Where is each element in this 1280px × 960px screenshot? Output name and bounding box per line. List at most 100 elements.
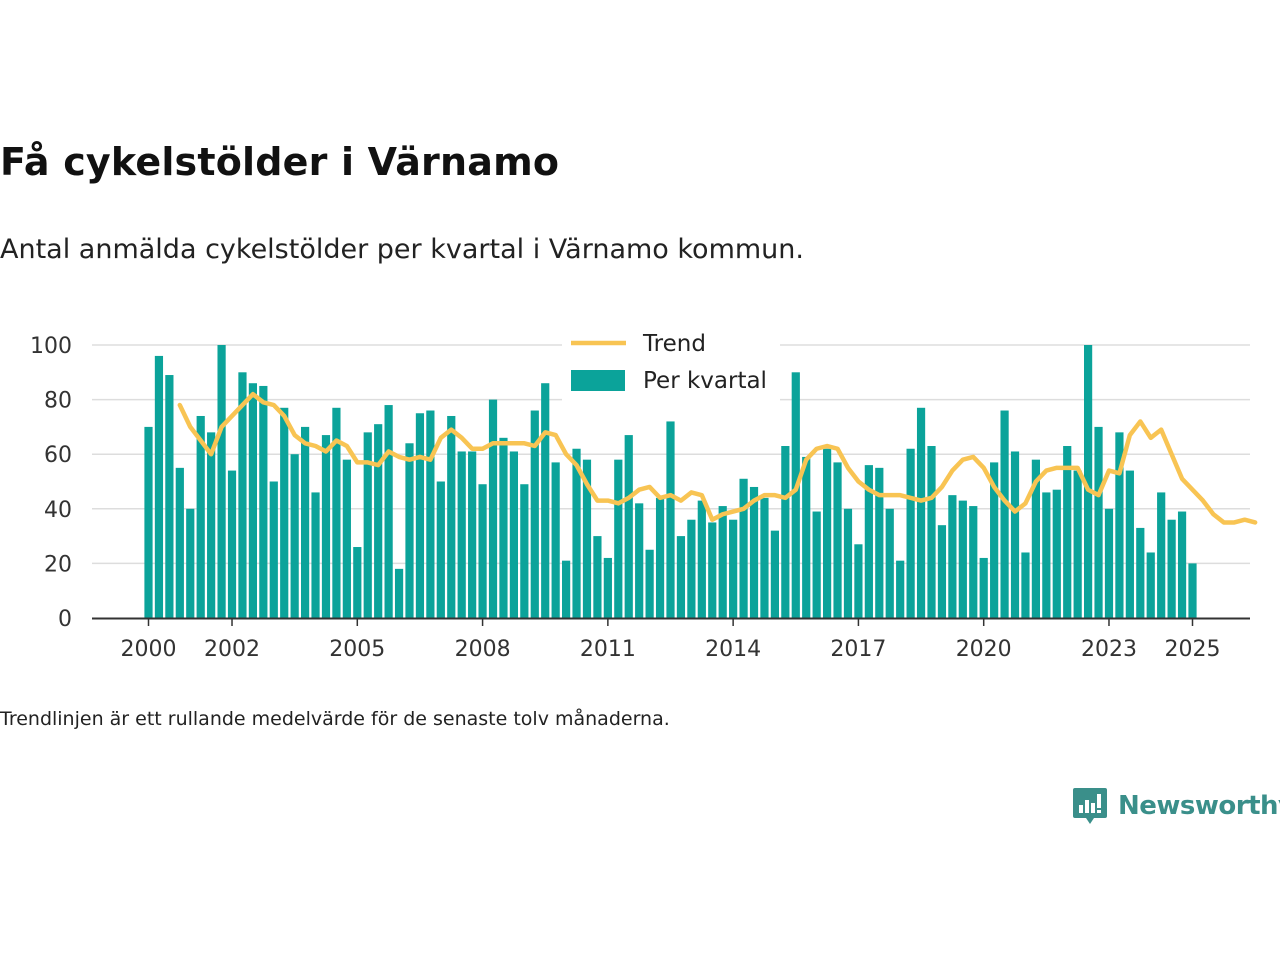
bar xyxy=(165,375,174,618)
trend-line xyxy=(177,391,1258,525)
bar xyxy=(739,478,748,618)
newsworthy-logo-icon xyxy=(1073,788,1107,824)
x-tick-label: 2020 xyxy=(956,637,1012,662)
y-axis: 0 20 40 60 80 100 xyxy=(30,334,72,632)
bar xyxy=(1136,527,1145,618)
bar xyxy=(958,500,967,618)
x-tick-label: 2017 xyxy=(830,637,886,662)
bar xyxy=(906,448,915,618)
bar xyxy=(875,467,884,618)
bar xyxy=(301,426,310,618)
bar xyxy=(718,506,727,618)
y-tick-label: 40 xyxy=(44,498,72,523)
legend: Trend Per kvartal xyxy=(562,324,780,404)
bar xyxy=(1115,432,1124,618)
bar xyxy=(624,435,633,618)
bar xyxy=(937,525,947,618)
bar xyxy=(760,497,769,618)
bar xyxy=(468,451,477,618)
bar xyxy=(186,508,195,618)
bar xyxy=(384,405,393,618)
bar xyxy=(1104,508,1114,618)
bar xyxy=(708,522,717,618)
bar xyxy=(363,432,372,618)
bar xyxy=(530,410,539,618)
bar xyxy=(823,448,832,618)
bar xyxy=(1167,519,1176,618)
bar xyxy=(812,511,821,618)
bar xyxy=(687,519,696,618)
bar xyxy=(635,503,644,618)
chart-title: Få cykelstölder i Värnamo xyxy=(0,140,560,184)
bar xyxy=(447,415,456,618)
bar xyxy=(478,484,487,618)
bar xyxy=(582,459,592,618)
bar-chart: 0 20 40 60 80 100 2000 2002 2005 2008 2011 2014 201… xyxy=(30,324,1258,662)
bar xyxy=(415,413,425,618)
bar xyxy=(749,486,759,618)
bar xyxy=(457,451,466,618)
bar xyxy=(802,456,811,618)
x-tick-label: 2000 xyxy=(121,637,177,662)
x-tick-label: 2005 xyxy=(329,637,385,662)
bar xyxy=(1021,552,1030,618)
bar xyxy=(896,560,905,618)
bar xyxy=(729,519,738,618)
bar xyxy=(280,407,289,618)
bar xyxy=(1084,345,1093,618)
bar xyxy=(269,481,278,618)
bar xyxy=(1063,446,1072,618)
bar xyxy=(332,407,341,618)
bar xyxy=(311,492,320,618)
bar xyxy=(248,383,257,618)
bar xyxy=(979,557,988,618)
bar xyxy=(614,459,623,618)
bar xyxy=(551,462,560,618)
bar xyxy=(321,435,331,618)
bar xyxy=(436,481,445,618)
bar xyxy=(655,497,665,618)
bar xyxy=(593,536,602,618)
bar xyxy=(426,410,435,618)
bar xyxy=(1188,563,1197,618)
bar xyxy=(791,372,800,618)
chart-subtitle: Antal anmälda cykelstölder per kvartal i… xyxy=(0,234,804,265)
bar xyxy=(1042,492,1051,618)
bar xyxy=(1125,470,1134,618)
y-tick-label: 80 xyxy=(44,389,72,414)
bar xyxy=(1094,426,1103,618)
x-tick-label: 2025 xyxy=(1165,637,1221,662)
x-tick-label: 2008 xyxy=(455,637,511,662)
bar xyxy=(207,432,216,618)
trend-series xyxy=(177,391,1258,525)
bar xyxy=(509,451,518,618)
bar-series xyxy=(144,345,1197,618)
bar xyxy=(562,560,571,618)
x-tick-label: 2011 xyxy=(580,637,636,662)
bar xyxy=(342,459,351,618)
legend-swatch-bars xyxy=(571,370,625,391)
bar xyxy=(969,506,978,618)
bar xyxy=(1000,410,1009,618)
bar xyxy=(1177,511,1187,618)
x-tick-label: 2002 xyxy=(204,637,260,662)
bar xyxy=(676,536,686,618)
bar xyxy=(394,568,404,618)
bar xyxy=(1052,489,1061,618)
bar xyxy=(864,465,873,618)
bar xyxy=(520,484,529,618)
bar xyxy=(144,426,153,618)
bar xyxy=(916,407,926,618)
bar xyxy=(217,345,226,618)
bar xyxy=(572,448,581,618)
bar xyxy=(499,437,508,618)
bar xyxy=(374,424,383,618)
brand-logo[interactable]: Newsworthy xyxy=(1072,786,1280,826)
bar xyxy=(1010,451,1020,618)
bar xyxy=(781,446,790,618)
bar xyxy=(666,421,675,618)
bar xyxy=(405,443,414,618)
bar xyxy=(238,372,247,618)
bar xyxy=(885,508,894,618)
y-tick-label: 60 xyxy=(44,443,72,468)
